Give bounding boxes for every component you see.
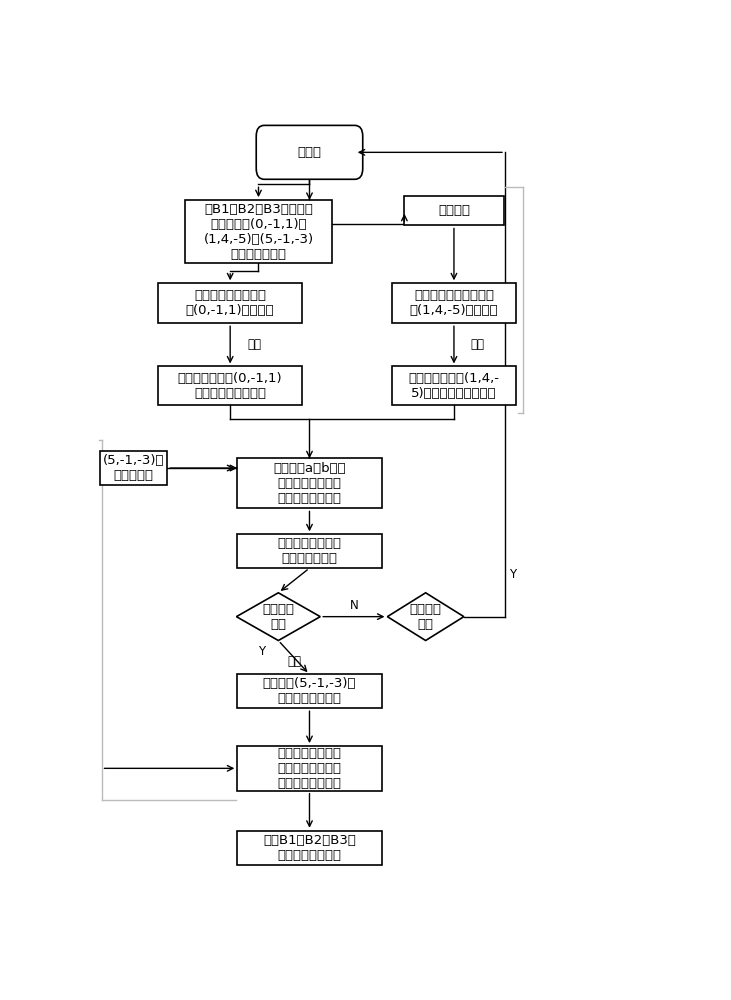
Polygon shape bbox=[387, 593, 464, 641]
Bar bbox=[238, 831, 382, 865]
Polygon shape bbox=[236, 593, 320, 641]
Text: 确定B1、B2、B3频
率上的整周模糊度: 确定B1、B2、B3频 率上的整周模糊度 bbox=[263, 834, 356, 862]
Bar bbox=[100, 451, 167, 485]
Bar bbox=[238, 534, 382, 568]
Text: 确定最优超宽巷(0,-1,1)
组合载波整周模糊度: 确定最优超宽巷(0,-1,1) 组合载波整周模糊度 bbox=[178, 372, 282, 400]
Text: 比较伪距与最优超宽
巷(0,-1,1)载波组合: 比较伪距与最优超宽 巷(0,-1,1)载波组合 bbox=[186, 289, 274, 317]
Text: 初始化: 初始化 bbox=[298, 146, 322, 159]
Text: 取整: 取整 bbox=[247, 338, 261, 351]
Text: 均值是否
收敛: 均值是否 收敛 bbox=[262, 603, 295, 631]
Bar bbox=[238, 674, 382, 708]
Text: 解算两个超宽巷和
一个窄巷模糊度构
成三元一次方程组: 解算两个超宽巷和 一个窄巷模糊度构 成三元一次方程组 bbox=[278, 747, 341, 790]
Text: 确定次优超宽巷(1,4,-
5)组合载波整周模糊度: 确定次优超宽巷(1,4,- 5)组合载波整周模糊度 bbox=[409, 372, 499, 400]
FancyBboxPatch shape bbox=[257, 125, 363, 179]
Bar bbox=[185, 200, 332, 263]
Text: 计算系数a、b，构
成几何无关、消电
离层载波观测组合: 计算系数a、b，构 成几何无关、消电 离层载波观测组合 bbox=[273, 462, 346, 505]
Text: 比较新伪距与次优超宽
巷(1,4,-5)载波组合: 比较新伪距与次优超宽 巷(1,4,-5)载波组合 bbox=[409, 289, 499, 317]
Text: 计算是否
超时: 计算是否 超时 bbox=[409, 603, 442, 631]
Text: 确定窄巷(5,-1,-3)载
波组合整周模糊度: 确定窄巷(5,-1,-3)载 波组合整周模糊度 bbox=[262, 677, 356, 705]
Text: 取整: 取整 bbox=[471, 338, 485, 351]
Bar bbox=[238, 458, 382, 508]
Bar bbox=[238, 746, 382, 791]
Bar bbox=[392, 283, 516, 323]
Bar bbox=[158, 283, 303, 323]
Text: 由B1、B2、B3载波相位
观测量构建(0,-1,1)、
(1,4,-5)、(5,-1,-3)
载波组合观测量: 由B1、B2、B3载波相位 观测量构建(0,-1,1)、 (1,4,-5)、(5… bbox=[203, 203, 314, 261]
Text: (5,-1,-3)窄
巷载波组合: (5,-1,-3)窄 巷载波组合 bbox=[103, 454, 164, 482]
Text: 更新伪距: 更新伪距 bbox=[438, 204, 470, 217]
Bar bbox=[392, 366, 516, 405]
Text: N: N bbox=[349, 599, 358, 612]
Bar bbox=[404, 196, 504, 225]
Text: Y: Y bbox=[510, 568, 516, 581]
Text: Y: Y bbox=[258, 645, 265, 658]
Text: 取整: 取整 bbox=[287, 655, 301, 668]
Bar bbox=[158, 366, 303, 405]
Text: 对多历元窄巷浮点
模糊度取平均值: 对多历元窄巷浮点 模糊度取平均值 bbox=[278, 537, 341, 565]
